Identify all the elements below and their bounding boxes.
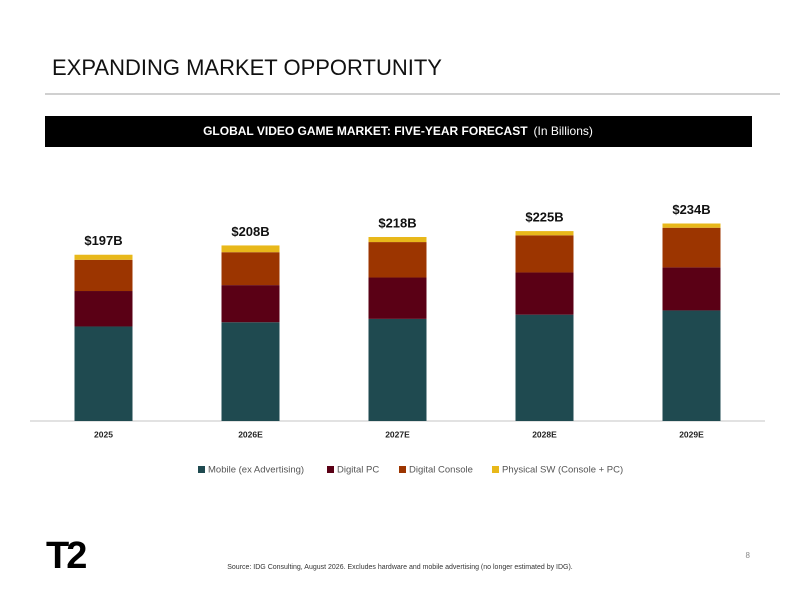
page-number: 8	[746, 551, 751, 560]
source-note: Source: IDG Consulting, August 2026. Exc…	[227, 564, 573, 571]
total-label: $234B	[672, 202, 710, 217]
total-label: $197B	[84, 233, 122, 248]
bar-segment	[221, 285, 280, 323]
bar-segment	[221, 322, 280, 421]
legend-label: Physical SW (Console + PC)	[502, 465, 623, 476]
legend-swatch	[492, 466, 499, 473]
legend-swatch	[198, 466, 205, 473]
bar-segment	[74, 326, 133, 421]
x-tick-label: 2028E	[532, 429, 557, 439]
total-label: $208B	[231, 224, 269, 239]
chart-subtitle: (In Billions)	[534, 124, 593, 138]
legend-swatch	[327, 466, 334, 473]
bar-segment	[515, 314, 574, 421]
bar-segment	[74, 291, 133, 327]
chart-banner	[45, 116, 752, 147]
x-tick-label: 2025	[94, 429, 113, 439]
bar-segment	[515, 235, 574, 273]
bar-segment	[662, 227, 721, 268]
legend-swatch	[399, 466, 406, 473]
bar-segment	[221, 245, 280, 253]
bar-segment	[515, 272, 574, 315]
bar-segment	[662, 223, 721, 228]
bar-segment	[368, 277, 427, 319]
bar-segment	[368, 318, 427, 421]
legend-label: Digital Console	[409, 465, 473, 476]
bar-segment	[368, 242, 427, 278]
bar-segment	[662, 267, 721, 311]
total-label: $218B	[378, 215, 416, 230]
bar-segment	[74, 254, 133, 260]
bar-segment	[368, 237, 427, 243]
chart-title: GLOBAL VIDEO GAME MARKET: FIVE-YEAR FORE…	[203, 124, 528, 138]
x-tick-label: 2027E	[385, 429, 410, 439]
bar-segment	[515, 231, 574, 236]
x-tick-label: 2029E	[679, 429, 704, 439]
legend-label: Mobile (ex Advertising)	[208, 465, 304, 476]
bar-segment	[221, 252, 280, 286]
x-tick-label: 2026E	[238, 429, 263, 439]
logo: T2	[46, 535, 86, 577]
total-label: $225B	[525, 210, 563, 225]
legend-label: Digital PC	[337, 465, 379, 476]
bar-segment	[74, 259, 133, 292]
bar-segment	[662, 310, 721, 421]
page-title: EXPANDING MARKET OPPORTUNITY	[52, 55, 442, 80]
chart-heading: GLOBAL VIDEO GAME MARKET: FIVE-YEAR FORE…	[203, 124, 593, 138]
